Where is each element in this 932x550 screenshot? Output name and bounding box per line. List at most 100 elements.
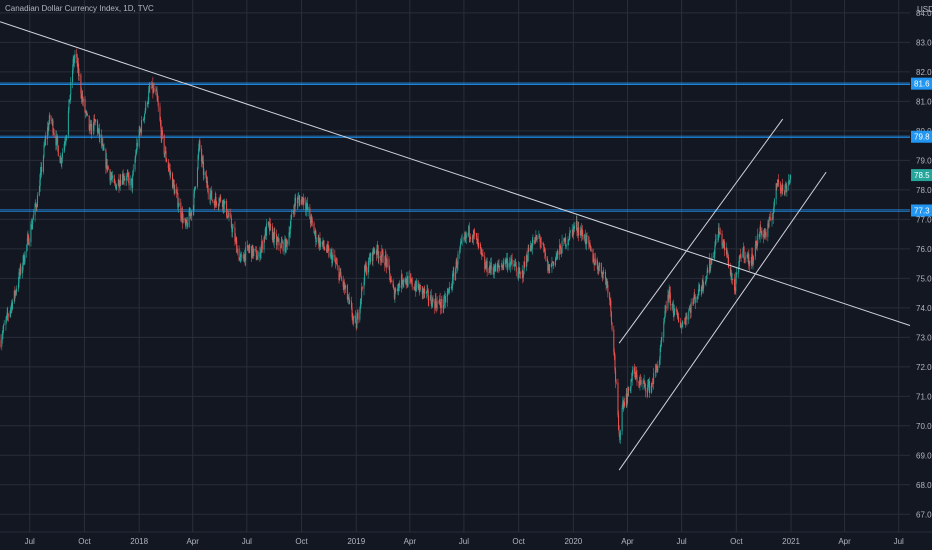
candle-body — [348, 296, 350, 300]
candle-body — [36, 195, 38, 207]
candle-body — [769, 216, 771, 221]
candle-body — [484, 264, 486, 269]
candle-body — [635, 371, 637, 379]
trendline[interactable] — [618, 118, 784, 344]
candle-body — [473, 230, 475, 233]
candle-body — [313, 223, 315, 234]
candle-body — [593, 258, 595, 262]
horizontal-levels[interactable] — [0, 82, 910, 212]
candle-body — [72, 58, 74, 71]
candle-body — [672, 303, 674, 314]
candle-body — [348, 296, 350, 301]
candle-body — [117, 179, 119, 186]
candle-body — [169, 168, 171, 170]
time-tick-label: Oct — [295, 537, 308, 546]
candle-body — [692, 302, 694, 304]
candle-body — [776, 184, 778, 186]
candle-body — [557, 251, 559, 255]
candle-body — [697, 294, 699, 297]
trendline[interactable] — [618, 171, 827, 471]
candle-body — [572, 226, 574, 236]
candle-body — [90, 124, 92, 135]
candle-body — [289, 232, 291, 235]
candle-body — [276, 240, 278, 246]
candle-body — [752, 260, 754, 265]
candle-body — [509, 262, 511, 268]
candle-body — [660, 345, 662, 349]
candle-body — [426, 289, 428, 292]
candle-body — [709, 259, 711, 273]
candle-body — [296, 200, 298, 204]
candle-body — [290, 214, 292, 220]
candle-body — [343, 282, 345, 289]
candle-body — [176, 189, 178, 193]
candle-body — [732, 278, 734, 280]
candle-body — [171, 173, 173, 189]
candle-body — [589, 243, 591, 247]
time-axis[interactable]: Jul Oct 2018 Apr Jul Oct 2019 Apr Jul Oct 2020 Apr J… — [25, 537, 904, 546]
candle-body — [519, 273, 521, 275]
candle-body — [489, 266, 491, 271]
candle-body — [643, 382, 645, 384]
candle-body — [269, 223, 271, 231]
candle-body — [277, 240, 279, 241]
candle-body — [142, 119, 144, 121]
candle-body — [457, 254, 459, 265]
candle-body — [515, 266, 517, 272]
candle-body — [424, 288, 426, 294]
candle-body — [781, 184, 783, 190]
candle-body — [684, 322, 686, 324]
candle-body — [294, 198, 296, 212]
candle-body — [380, 256, 382, 261]
candle-body — [2, 330, 4, 336]
candle-body — [218, 198, 220, 204]
candle-body — [546, 256, 548, 262]
candle-body — [99, 134, 101, 138]
candle-body — [549, 264, 551, 274]
candle-body — [220, 196, 222, 202]
candle-body — [211, 190, 213, 200]
candle-body — [323, 246, 325, 249]
candle-body — [499, 266, 501, 267]
candle-body — [730, 272, 732, 275]
candle-body — [107, 166, 109, 170]
candle-body — [622, 401, 624, 408]
candle-body — [317, 237, 319, 241]
candle-body — [631, 379, 633, 381]
candle-body — [6, 312, 8, 316]
candle-body — [704, 282, 706, 285]
candle-body — [731, 278, 733, 280]
candle-body — [35, 203, 37, 206]
candle-body — [525, 255, 527, 267]
candle-body — [623, 401, 625, 408]
candle-body — [302, 197, 304, 205]
candle-body — [781, 189, 783, 191]
candle-body — [461, 240, 463, 243]
candle-body — [386, 259, 388, 268]
candle-body — [370, 253, 372, 263]
candle-body — [639, 380, 641, 386]
candle-body — [409, 276, 411, 278]
candle-body — [110, 176, 112, 178]
candle-body — [119, 180, 121, 186]
candle-body — [530, 245, 532, 252]
candle-body — [597, 270, 599, 271]
candle-body — [465, 234, 467, 239]
candle-body — [344, 287, 346, 289]
trendline[interactable] — [0, 21, 911, 326]
candle-body — [615, 381, 617, 383]
candle-body — [559, 244, 561, 248]
candle-body — [252, 245, 254, 257]
candle-body — [18, 272, 20, 284]
candle-body — [400, 274, 402, 288]
grid-lines — [0, 0, 910, 532]
candle-body — [11, 304, 13, 310]
candle-body — [261, 241, 263, 250]
candle-body — [380, 256, 382, 261]
candle-body — [784, 191, 786, 195]
trendlines[interactable] — [0, 21, 911, 471]
candle-body — [166, 159, 168, 162]
candle-body — [102, 145, 104, 151]
candle-body — [386, 258, 388, 268]
